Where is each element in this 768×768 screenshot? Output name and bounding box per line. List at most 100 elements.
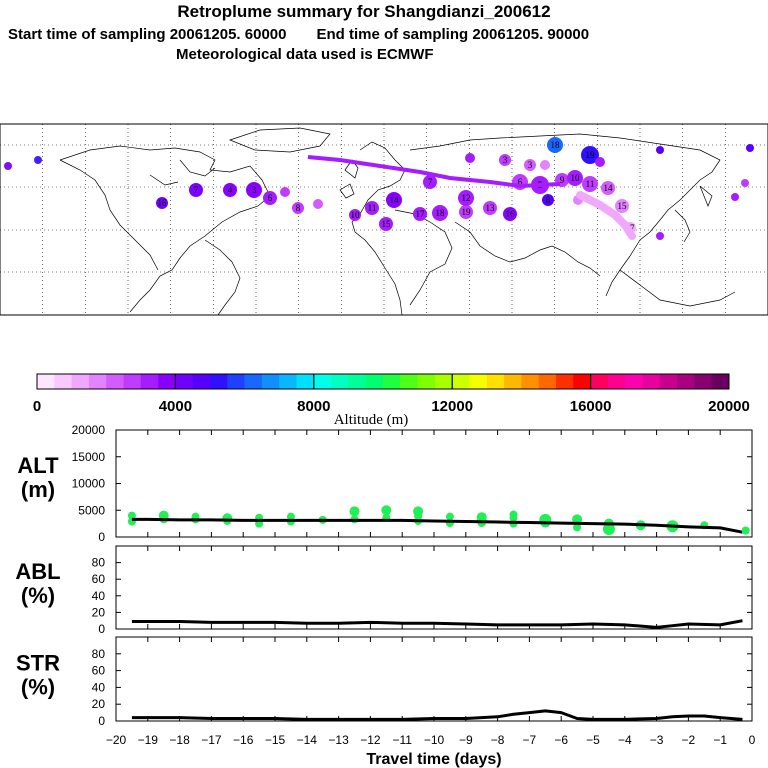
start-time-label: Start time of sampling 20061205. 60000 bbox=[8, 26, 287, 43]
colorbar-swatch bbox=[469, 374, 488, 389]
colorbar-swatch bbox=[607, 374, 626, 389]
plume-marker-label: 7 bbox=[194, 185, 199, 195]
plume-marker bbox=[189, 183, 203, 197]
colorbar-swatch bbox=[348, 374, 366, 389]
plume-marker-label: 18 bbox=[551, 140, 561, 150]
y-tick-label: 20000 bbox=[72, 423, 106, 437]
plume-marker-label: 19 bbox=[462, 207, 472, 217]
y-tick-label: 10000 bbox=[72, 477, 106, 491]
plume-marker bbox=[582, 176, 598, 192]
colorbar-swatch bbox=[331, 374, 349, 389]
x-tick-label: −4 bbox=[618, 733, 632, 747]
y-tick-label: 15000 bbox=[72, 450, 106, 464]
colorbar-swatch bbox=[556, 374, 574, 389]
colorbar-swatch bbox=[538, 374, 557, 389]
x-tick-label: −7 bbox=[523, 733, 537, 747]
plume-marker bbox=[741, 179, 749, 187]
plume-marker bbox=[524, 159, 536, 171]
plume-marker bbox=[595, 157, 605, 167]
colorbar-tick-label: 16000 bbox=[570, 398, 612, 415]
alt-panel: 0 5000 10000 15000 20000 ALT(m) bbox=[17, 423, 753, 544]
x-tick-label: 0 bbox=[749, 733, 756, 747]
y-tick-label: 40 bbox=[92, 680, 106, 694]
plume-marker-label: 6 bbox=[268, 193, 273, 203]
colorbar-label: Altitude (m) bbox=[334, 412, 409, 428]
plume-marker-label: 10 bbox=[351, 210, 361, 220]
plume-marker bbox=[656, 146, 664, 154]
x-tick-label: −11 bbox=[392, 733, 412, 747]
x-tick-label: −6 bbox=[554, 733, 568, 747]
x-tick-label: −15 bbox=[265, 733, 286, 747]
colorbar-swatch bbox=[175, 374, 193, 389]
end-time-label: End time of sampling 20061205. 90000 bbox=[316, 26, 590, 43]
alt-scatter-point bbox=[509, 513, 518, 522]
colorbar-swatch bbox=[677, 374, 695, 389]
colorbar-swatch bbox=[210, 374, 228, 389]
colorbar-swatch bbox=[296, 374, 315, 389]
plume-marker bbox=[432, 205, 448, 221]
plume-marker-label: 15 bbox=[382, 219, 392, 229]
x-tick-label: −3 bbox=[650, 733, 664, 747]
y-tick-label: 0 bbox=[98, 530, 105, 544]
y-tick-label: 40 bbox=[92, 589, 106, 603]
colorbar-swatch bbox=[227, 374, 245, 389]
plume-marker bbox=[365, 201, 379, 215]
met-data-label: Meteorological data used is ECMWF bbox=[176, 46, 434, 63]
colorbar-swatch bbox=[694, 374, 712, 389]
time-series-panels: 05000100001500020000ALT(m)020406080ABL(%… bbox=[15, 423, 755, 768]
colorbar-swatch bbox=[37, 374, 55, 389]
x-tick-label: −1 bbox=[713, 733, 727, 747]
plume-marker bbox=[499, 154, 511, 166]
plume-marker-label: 17 bbox=[416, 209, 426, 219]
plume-track bbox=[307, 155, 561, 189]
alt-scatter-point bbox=[602, 522, 615, 535]
x-tick-label: −9 bbox=[459, 733, 473, 747]
y-tick-label: 0 bbox=[98, 622, 105, 636]
plume-marker-label: 11 bbox=[586, 179, 595, 189]
plume-marker bbox=[386, 192, 402, 208]
y-tick-label: 60 bbox=[92, 572, 106, 586]
colorbar-swatch bbox=[383, 374, 401, 389]
plume-marker bbox=[280, 187, 290, 197]
x-tick-label: −12 bbox=[360, 733, 381, 747]
colorbar-swatch bbox=[158, 374, 176, 389]
colorbar-swatch bbox=[625, 374, 643, 389]
plume-marker-label: 16 bbox=[158, 198, 168, 208]
colorbar-swatch bbox=[642, 374, 661, 389]
y-tick-label: 80 bbox=[92, 647, 106, 661]
plume-marker-label: 18 bbox=[436, 208, 446, 218]
colorbar-swatch bbox=[434, 374, 453, 389]
colorbar-swatch bbox=[313, 374, 332, 389]
plume-marker-label: 6 bbox=[518, 177, 523, 187]
plume-marker bbox=[246, 182, 262, 198]
colorbar-swatch bbox=[365, 374, 384, 389]
coastlines bbox=[59, 127, 736, 316]
x-tick-label: −19 bbox=[138, 733, 159, 747]
colorbar-swatch bbox=[71, 374, 90, 389]
colorbar-swatch bbox=[279, 374, 297, 389]
colorbar-swatch bbox=[504, 374, 522, 389]
colorbar-swatch bbox=[659, 374, 678, 389]
plume-marker-label: 7 bbox=[428, 177, 433, 187]
colorbar-swatch bbox=[244, 374, 263, 389]
altitude-colorbar: 0 4000 8000 12000 16000 20000 bbox=[33, 373, 750, 415]
colorbar-tick-label: 12000 bbox=[431, 398, 473, 415]
alt-series-line bbox=[131, 517, 743, 534]
plume-marker bbox=[156, 197, 168, 209]
colorbar-swatch bbox=[486, 374, 505, 389]
colorbar-frame bbox=[36, 373, 730, 390]
plume-marker bbox=[731, 193, 739, 201]
plume-marker-label: 12 bbox=[462, 193, 471, 203]
plume-marker bbox=[542, 194, 554, 206]
panel-frame bbox=[115, 636, 753, 722]
y-tick-label: 20 bbox=[92, 605, 106, 619]
colorbar-swatch bbox=[573, 374, 591, 389]
colorbar-tick-label: 8000 bbox=[297, 398, 330, 415]
y-tick-label: 80 bbox=[92, 556, 106, 570]
alt-scatter-point bbox=[349, 506, 360, 517]
plume-marker-label: 16 bbox=[506, 209, 516, 219]
alt-scatter-point bbox=[741, 526, 750, 535]
plume-marker bbox=[423, 175, 437, 189]
colorbar-swatch bbox=[711, 374, 730, 389]
plume-marker bbox=[4, 162, 12, 170]
